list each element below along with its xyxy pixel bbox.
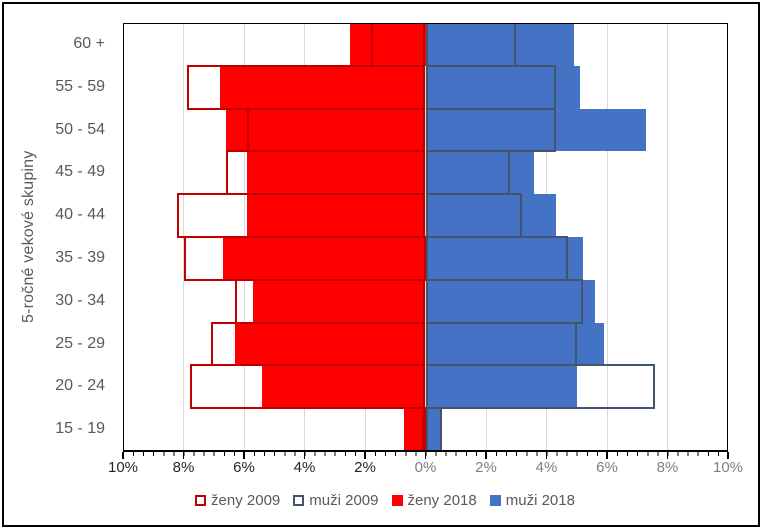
legend: ženy 2009 muži 2009 ženy 2018 muži 2018 bbox=[4, 492, 762, 509]
bar-ženy-2009 bbox=[186, 64, 426, 110]
y-axis-category-labels: 60 + 55 - 59 50 - 54 45 - 49 40 - 44 35 - 39 3… bbox=[4, 23, 105, 451]
plot-area bbox=[123, 23, 728, 451]
x-tick-label: 2% bbox=[354, 459, 376, 476]
legend-item-muži-2018: muži 2018 bbox=[489, 492, 575, 509]
bar-muži-2009 bbox=[425, 364, 656, 410]
bar-muži-2018 bbox=[425, 194, 556, 237]
x-axis-major-tick bbox=[243, 452, 245, 459]
x-tick-label: 6% bbox=[233, 459, 255, 476]
bar-ženy-2018 bbox=[225, 108, 426, 152]
y-category-label: 20 - 24 bbox=[55, 377, 105, 395]
x-tick-label: 8% bbox=[172, 459, 195, 476]
gridline bbox=[667, 23, 668, 451]
y-category-label: 30 - 34 bbox=[55, 291, 105, 309]
bar-ženy-2009 bbox=[234, 278, 426, 324]
legend-swatch bbox=[195, 495, 207, 506]
bar-muži-2018 bbox=[425, 322, 604, 366]
x-axis-major-tick bbox=[122, 452, 124, 459]
x-axis-major-tick bbox=[727, 452, 729, 459]
y-category-label: 50 - 54 bbox=[55, 120, 105, 138]
bar-muži-2009 bbox=[425, 23, 517, 67]
bar-muži-2018 bbox=[425, 151, 535, 195]
y-category-label: 35 - 39 bbox=[55, 249, 105, 266]
x-tick-label: 0% bbox=[414, 459, 437, 476]
bar-ženy-2018 bbox=[247, 151, 426, 195]
x-tick-label: 4% bbox=[535, 459, 558, 476]
y-category-label: 60 + bbox=[73, 35, 105, 52]
bar-muži-2009 bbox=[425, 107, 556, 153]
x-axis-major-tick bbox=[666, 452, 669, 459]
bar-ženy-2018 bbox=[349, 23, 426, 66]
bar-muži-2009 bbox=[425, 236, 568, 281]
x-axis-major-tick bbox=[182, 452, 185, 459]
legend-swatch bbox=[489, 495, 501, 506]
legend-swatch bbox=[391, 495, 403, 506]
x-axis-major-tick bbox=[303, 452, 306, 459]
bar-ženy-2009 bbox=[371, 23, 426, 67]
bar-muži-2018 bbox=[425, 23, 574, 66]
x-tick-label: 8% bbox=[656, 459, 679, 476]
x-tick-label: 4% bbox=[293, 459, 316, 476]
y-category-label: 40 - 44 bbox=[55, 206, 105, 224]
bar-ženy-2009 bbox=[210, 321, 426, 367]
bar-muži-2009 bbox=[425, 193, 523, 238]
x-axis-major-tick bbox=[485, 452, 487, 459]
legend-label: muži 2018 bbox=[505, 492, 575, 509]
bar-muži-2009 bbox=[425, 64, 556, 110]
y-category-label: 55 - 59 bbox=[55, 77, 105, 95]
legend-label: muži 2009 bbox=[309, 492, 379, 509]
legend-label: ženy 2018 bbox=[407, 492, 477, 509]
bar-muži-2009 bbox=[425, 321, 577, 367]
bar-muži-2018 bbox=[425, 279, 595, 323]
bar-muži-2018 bbox=[425, 237, 583, 280]
x-axis-major-tick bbox=[606, 452, 608, 459]
legend-swatch bbox=[293, 495, 305, 506]
x-tick-label: 10% bbox=[712, 459, 744, 476]
bar-ženy-2018 bbox=[222, 237, 426, 280]
legend-item-ženy-2009: ženy 2009 bbox=[195, 492, 280, 509]
y-category-label: 25 - 29 bbox=[55, 334, 105, 352]
y-category-label: 45 - 49 bbox=[55, 163, 105, 181]
bar-ženy-2009 bbox=[177, 193, 426, 238]
x-axis-major-tick bbox=[364, 452, 366, 459]
x-tick-label: 10% bbox=[107, 459, 139, 476]
bar-ženy-2018 bbox=[404, 408, 426, 451]
bar-ženy-2018 bbox=[253, 279, 426, 323]
gridline bbox=[606, 23, 608, 451]
x-axis-major-tick bbox=[424, 452, 427, 459]
bar-muži-2009 bbox=[425, 278, 583, 324]
legend-label: ženy 2009 bbox=[211, 492, 281, 509]
bar-ženy-2009 bbox=[225, 150, 426, 196]
bar-muži-2009 bbox=[425, 150, 511, 196]
bar-ženy-2018 bbox=[219, 65, 426, 109]
y-category-label: 15 - 19 bbox=[55, 420, 105, 438]
bar-ženy-2018 bbox=[234, 322, 426, 366]
x-axis-major-tick bbox=[545, 452, 548, 459]
legend-item-muži-2009: muži 2009 bbox=[293, 492, 379, 509]
x-axis-tick-labels: 10% 8% 6% 4% 2% 0% 2% 4% 6% 8% 10% bbox=[4, 459, 762, 479]
x-tick-label: 6% bbox=[596, 459, 618, 476]
bar-ženy-2009 bbox=[189, 364, 426, 410]
x-axis bbox=[122, 451, 729, 461]
bar-muži-2018 bbox=[425, 408, 441, 451]
bar-muži-2018 bbox=[425, 365, 577, 409]
bar-ženy-2009 bbox=[183, 236, 426, 281]
bar-muži-2018 bbox=[425, 108, 647, 152]
x-tick-label: 2% bbox=[475, 459, 497, 476]
bar-muži-2009 bbox=[425, 407, 443, 451]
bar-ženy-2018 bbox=[247, 194, 426, 237]
legend-item-ženy-2018: ženy 2018 bbox=[391, 492, 477, 509]
bar-ženy-2018 bbox=[262, 365, 426, 409]
bar-ženy-2009 bbox=[247, 107, 426, 153]
